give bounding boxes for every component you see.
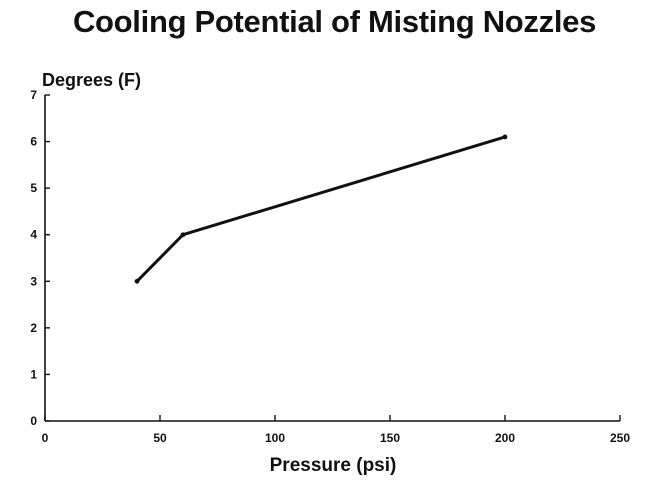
y-tick-label: 2 <box>30 321 37 335</box>
x-tick-label: 250 <box>610 431 630 445</box>
chart-title: Cooling Potential of Misting Nozzles <box>72 4 597 39</box>
x-tick-label: 50 <box>153 431 167 445</box>
axes <box>44 95 620 422</box>
data-point <box>180 232 186 238</box>
data-point <box>502 134 508 140</box>
y-tick-label: 0 <box>30 414 37 428</box>
x-tick-label: 100 <box>265 431 285 445</box>
y-tick-label: 4 <box>30 228 37 242</box>
data-point <box>134 278 140 284</box>
series <box>134 134 508 284</box>
x-tick-label: 0 <box>42 431 49 445</box>
series-line <box>135 135 507 283</box>
x-tick-label: 150 <box>380 431 400 445</box>
y-tick-label: 3 <box>30 274 37 288</box>
y-tick-label: 5 <box>30 181 37 195</box>
y-axis-label: Degrees (F) <box>42 70 141 90</box>
x-axis-label: Pressure (psi) <box>270 455 397 476</box>
y-tick-label: 7 <box>30 88 37 102</box>
y-tick-label: 1 <box>30 367 37 381</box>
x-tick-label: 200 <box>495 431 515 445</box>
ticks: 0 1 2 3 4 5 6 7 0 50 100 150 200 250 <box>30 88 630 445</box>
y-tick-label: 6 <box>30 135 37 149</box>
